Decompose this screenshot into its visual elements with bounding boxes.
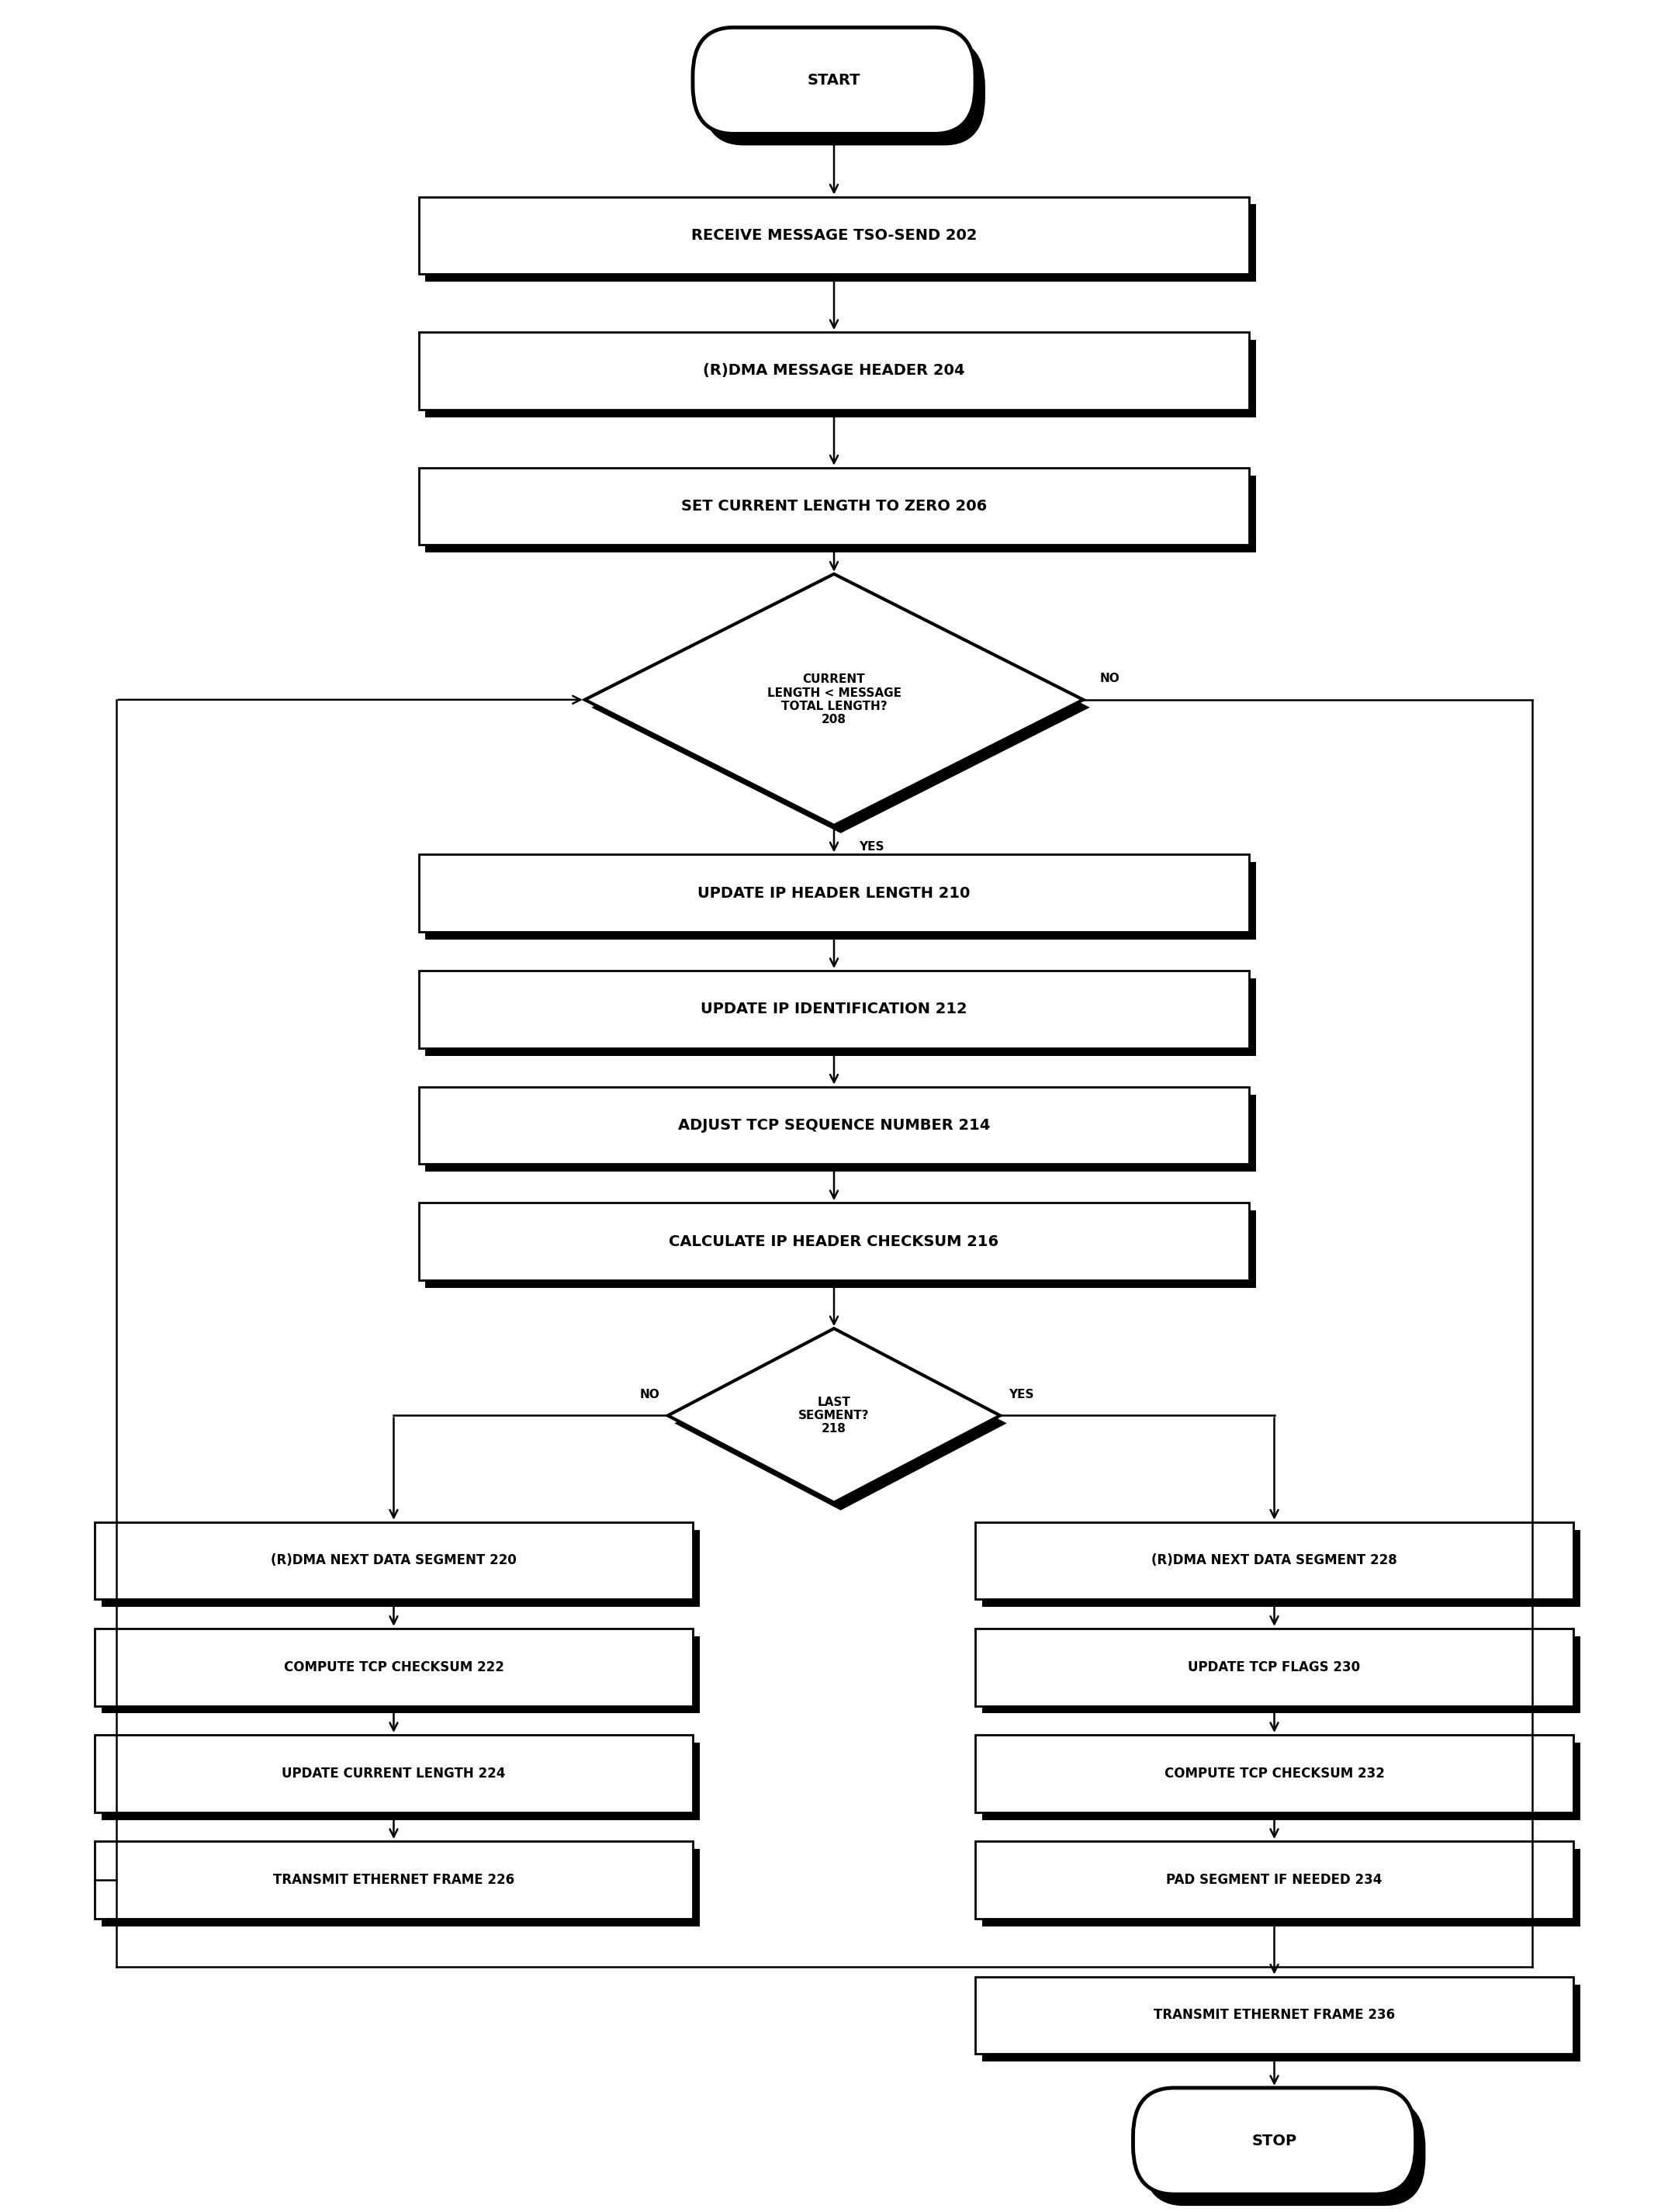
FancyBboxPatch shape: [425, 341, 1256, 418]
Polygon shape: [674, 1336, 1007, 1511]
Text: NO: NO: [639, 1389, 659, 1400]
FancyBboxPatch shape: [982, 1849, 1580, 1927]
FancyBboxPatch shape: [982, 1984, 1580, 2062]
FancyBboxPatch shape: [982, 1531, 1580, 1608]
Text: UPDATE CURRENT LENGTH 224: UPDATE CURRENT LENGTH 224: [282, 1767, 505, 1781]
FancyBboxPatch shape: [102, 1743, 699, 1820]
Text: UPDATE IP IDENTIFICATION 212: UPDATE IP IDENTIFICATION 212: [701, 1002, 967, 1018]
FancyBboxPatch shape: [425, 1210, 1256, 1287]
Text: UPDATE IP HEADER LENGTH 210: UPDATE IP HEADER LENGTH 210: [697, 885, 971, 900]
Text: CALCULATE IP HEADER CHECKSUM 216: CALCULATE IP HEADER CHECKSUM 216: [669, 1234, 999, 1250]
FancyBboxPatch shape: [419, 197, 1249, 274]
FancyBboxPatch shape: [102, 1531, 699, 1608]
Text: CURRENT
LENGTH < MESSAGE
TOTAL LENGTH?
208: CURRENT LENGTH < MESSAGE TOTAL LENGTH? 2…: [767, 675, 901, 726]
FancyBboxPatch shape: [425, 1095, 1256, 1172]
Polygon shape: [592, 582, 1089, 834]
FancyBboxPatch shape: [702, 40, 986, 146]
FancyBboxPatch shape: [982, 1637, 1580, 1714]
FancyBboxPatch shape: [1143, 2099, 1426, 2205]
FancyBboxPatch shape: [419, 332, 1249, 409]
FancyBboxPatch shape: [95, 1522, 692, 1599]
Text: UPDATE TCP FLAGS 230: UPDATE TCP FLAGS 230: [1188, 1659, 1361, 1674]
FancyBboxPatch shape: [95, 1628, 692, 1705]
Text: ADJUST TCP SEQUENCE NUMBER 214: ADJUST TCP SEQUENCE NUMBER 214: [677, 1117, 991, 1133]
Text: COMPUTE TCP CHECKSUM 232: COMPUTE TCP CHECKSUM 232: [1164, 1767, 1384, 1781]
Text: COMPUTE TCP CHECKSUM 222: COMPUTE TCP CHECKSUM 222: [284, 1659, 504, 1674]
Text: SET CURRENT LENGTH TO ZERO 206: SET CURRENT LENGTH TO ZERO 206: [681, 500, 987, 513]
Text: NO: NO: [1099, 672, 1119, 684]
FancyBboxPatch shape: [419, 854, 1249, 931]
FancyBboxPatch shape: [102, 1849, 699, 1927]
FancyBboxPatch shape: [419, 1086, 1249, 1164]
FancyBboxPatch shape: [102, 1637, 699, 1714]
Text: TRANSMIT ETHERNET FRAME 226: TRANSMIT ETHERNET FRAME 226: [274, 1874, 514, 1887]
Text: (R)DMA MESSAGE HEADER 204: (R)DMA MESSAGE HEADER 204: [704, 363, 964, 378]
Text: PAD SEGMENT IF NEEDED 234: PAD SEGMENT IF NEEDED 234: [1166, 1874, 1383, 1887]
FancyBboxPatch shape: [982, 1743, 1580, 1820]
FancyBboxPatch shape: [419, 971, 1249, 1048]
FancyBboxPatch shape: [976, 1628, 1573, 1705]
FancyBboxPatch shape: [692, 27, 976, 133]
Text: STOP: STOP: [1251, 2135, 1296, 2148]
Text: (R)DMA NEXT DATA SEGMENT 220: (R)DMA NEXT DATA SEGMENT 220: [270, 1553, 517, 1568]
Polygon shape: [667, 1329, 1001, 1502]
FancyBboxPatch shape: [425, 863, 1256, 940]
Text: LAST
SEGMENT?
218: LAST SEGMENT? 218: [799, 1396, 869, 1436]
FancyBboxPatch shape: [419, 467, 1249, 544]
FancyBboxPatch shape: [425, 204, 1256, 281]
FancyBboxPatch shape: [976, 1840, 1573, 1918]
Text: (R)DMA NEXT DATA SEGMENT 228: (R)DMA NEXT DATA SEGMENT 228: [1151, 1553, 1398, 1568]
FancyBboxPatch shape: [425, 476, 1256, 553]
FancyBboxPatch shape: [419, 1203, 1249, 1281]
Text: YES: YES: [1009, 1389, 1034, 1400]
Polygon shape: [585, 573, 1083, 825]
Text: START: START: [807, 73, 861, 88]
Text: YES: YES: [859, 841, 884, 852]
Text: TRANSMIT ETHERNET FRAME 236: TRANSMIT ETHERNET FRAME 236: [1154, 2008, 1394, 2022]
FancyBboxPatch shape: [425, 978, 1256, 1055]
FancyBboxPatch shape: [95, 1734, 692, 1812]
FancyBboxPatch shape: [1133, 2088, 1416, 2194]
FancyBboxPatch shape: [976, 1734, 1573, 1812]
Text: RECEIVE MESSAGE TSO-SEND 202: RECEIVE MESSAGE TSO-SEND 202: [691, 228, 977, 243]
FancyBboxPatch shape: [976, 1522, 1573, 1599]
FancyBboxPatch shape: [976, 1978, 1573, 2055]
FancyBboxPatch shape: [95, 1840, 692, 1918]
